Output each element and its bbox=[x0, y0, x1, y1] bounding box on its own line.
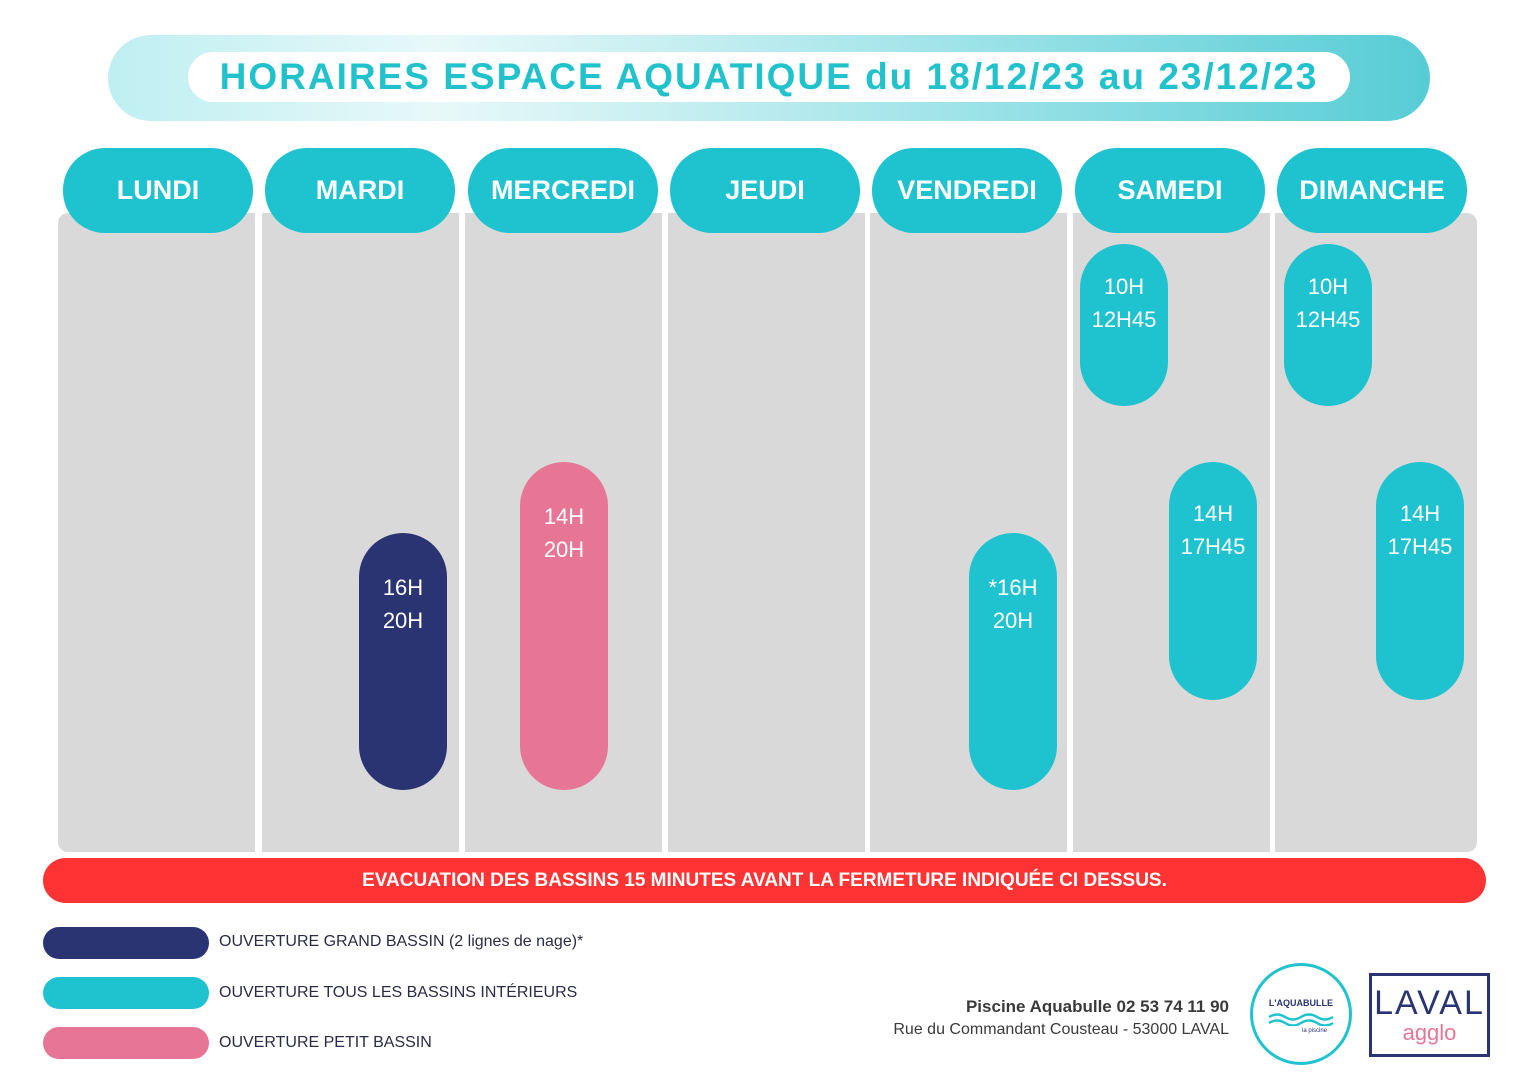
legend-swatch-petit-bassin bbox=[43, 1027, 209, 1059]
slot-start-time: *16H bbox=[988, 575, 1038, 600]
slot-start-time: 14H bbox=[1192, 501, 1234, 526]
title-pill: HORAIRES ESPACE AQUATIQUE du 18/12/23 au… bbox=[188, 52, 1350, 102]
slot-end-time: 17H45 bbox=[1387, 534, 1453, 559]
slot-start-time: 10H bbox=[1103, 274, 1145, 299]
day-header-lundi: LUNDI bbox=[63, 148, 253, 233]
laval-logo-line2: agglo bbox=[1402, 1020, 1457, 1045]
slot-start-time: 14H bbox=[543, 504, 585, 529]
evacuation-warning-banner: EVACUATION DES BASSINS 15 MINUTES AVANT … bbox=[43, 858, 1486, 903]
slot-dimanche-apres-midi: 14H 17H45 bbox=[1376, 462, 1464, 700]
slot-mardi-grand-bassin: 16H 20H bbox=[359, 533, 447, 790]
slot-mercredi-petit-bassin: 14H 20H bbox=[520, 462, 608, 790]
legend-swatch-grand-bassin bbox=[43, 927, 209, 959]
wave-icon bbox=[1268, 1013, 1334, 1026]
slot-end-time: 12H45 bbox=[1091, 307, 1157, 332]
legend-label-grand-bassin: OUVERTURE GRAND BASSIN (2 lignes de nage… bbox=[219, 933, 584, 950]
slot-vendredi-tous-bassins: *16H 20H bbox=[969, 533, 1057, 790]
page-title: HORAIRES ESPACE AQUATIQUE du 18/12/23 au… bbox=[219, 56, 1319, 97]
day-column-jeudi bbox=[668, 213, 865, 852]
slot-start-time: 16H bbox=[382, 575, 424, 600]
slot-start-time: 10H bbox=[1307, 274, 1349, 299]
day-header-mercredi: MERCREDI bbox=[468, 148, 658, 233]
aquabulle-logo-sub: la piscine bbox=[1301, 1028, 1327, 1034]
slot-end-time: 20H bbox=[382, 608, 424, 633]
slot-samedi-apres-midi: 14H 17H45 bbox=[1169, 462, 1257, 700]
laval-agglo-logo: LAVAL agglo bbox=[1369, 973, 1490, 1057]
legend-label-petit-bassin: OUVERTURE PETIT BASSIN bbox=[219, 1034, 432, 1051]
day-column-lundi bbox=[58, 213, 255, 852]
slot-end-time: 12H45 bbox=[1295, 307, 1361, 332]
day-header-jeudi: JEUDI bbox=[670, 148, 860, 233]
contact-address: Rue du Commandant Cousteau - 53000 LAVAL bbox=[893, 1021, 1229, 1038]
aquabulle-logo-name: L'AQUABULLE bbox=[1268, 998, 1334, 1008]
legend-swatch-tous-bassins bbox=[43, 977, 209, 1009]
aquabulle-logo: L'AQUABULLE la piscine bbox=[1250, 963, 1352, 1065]
laval-logo-line1: LAVAL bbox=[1374, 984, 1485, 1022]
day-header-mardi: MARDI bbox=[265, 148, 455, 233]
contact-name-phone: Piscine Aquabulle 02 53 74 11 90 bbox=[965, 997, 1229, 1016]
day-header-dimanche: DIMANCHE bbox=[1277, 148, 1467, 233]
slot-samedi-matin: 10H 12H45 bbox=[1080, 244, 1168, 406]
legend-label-tous-bassins: OUVERTURE TOUS LES BASSINS INTÉRIEURS bbox=[219, 984, 578, 1001]
slot-end-time: 20H bbox=[992, 608, 1034, 633]
slot-end-time: 17H45 bbox=[1180, 534, 1246, 559]
slot-dimanche-matin: 10H 12H45 bbox=[1284, 244, 1372, 406]
day-header-vendredi: VENDREDI bbox=[872, 148, 1062, 233]
slot-start-time: 14H bbox=[1399, 501, 1441, 526]
slot-end-time: 20H bbox=[543, 537, 585, 562]
day-header-samedi: SAMEDI bbox=[1075, 148, 1265, 233]
